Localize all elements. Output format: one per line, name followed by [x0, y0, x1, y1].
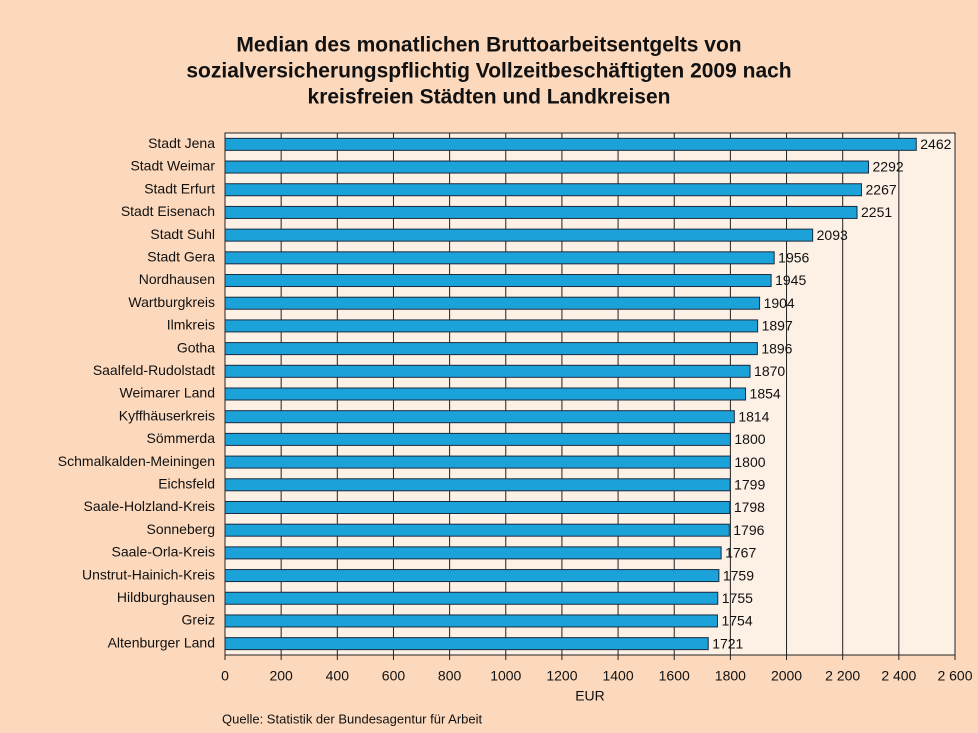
- data-label: 1767: [725, 545, 756, 561]
- y-tick-label: Greiz: [182, 612, 215, 628]
- data-label: 1956: [778, 250, 809, 266]
- bar: [224, 387, 747, 401]
- chart-title: Median des monatlichen Bruttoarbeitsentg…: [236, 34, 741, 57]
- x-tick-label: 1400: [602, 668, 633, 684]
- data-label: 1814: [738, 408, 769, 424]
- y-tick-label: Schmalkalden-Meiningen: [58, 453, 215, 469]
- data-label: 1754: [721, 613, 752, 629]
- y-tick-label: Eichsfeld: [158, 475, 215, 491]
- data-label: 1870: [754, 363, 785, 379]
- y-tick-label: Hildburghausen: [117, 589, 215, 605]
- y-tick-label: Stadt Erfurt: [144, 180, 215, 196]
- data-label: 1796: [733, 522, 764, 538]
- x-tick-label: 400: [326, 668, 350, 684]
- x-tick-label: 2000: [771, 668, 802, 684]
- y-tick-label: Unstrut-Hainich-Kreis: [82, 566, 215, 582]
- y-tick-label: Altenburger Land: [108, 634, 215, 650]
- bar: [224, 364, 751, 378]
- bar: [224, 500, 731, 514]
- bar: [224, 569, 720, 583]
- bar: [224, 546, 722, 560]
- data-label: 2251: [861, 204, 892, 220]
- bar: [224, 342, 758, 356]
- y-tick-label: Stadt Jena: [148, 135, 215, 151]
- x-tick-label: 1800: [715, 668, 746, 684]
- y-tick-label: Wartburgkreis: [128, 294, 215, 310]
- y-tick-label: Saale-Orla-Kreis: [112, 544, 215, 560]
- bar: [224, 432, 731, 446]
- data-label: 2462: [920, 136, 951, 152]
- x-tick-label: 0: [221, 668, 229, 684]
- bar: [224, 455, 731, 469]
- bar: [224, 296, 761, 310]
- data-label: 1759: [723, 567, 754, 583]
- x-tick-label: 1000: [490, 668, 521, 684]
- x-tick-label: 800: [438, 668, 462, 684]
- data-label: 1854: [750, 386, 781, 402]
- bar: [224, 251, 775, 265]
- source: Quelle: Statistik der Bundesagentur für …: [222, 711, 483, 726]
- y-tick-label: Gotha: [177, 339, 215, 355]
- x-tick-label: 2 600: [937, 668, 972, 684]
- y-tick-label: Ilmkreis: [167, 317, 215, 333]
- x-tick-label: 600: [382, 668, 406, 684]
- y-tick-label: Nordhausen: [139, 271, 215, 287]
- bar: [224, 183, 863, 197]
- data-label: 1721: [712, 635, 743, 651]
- data-label: 1800: [734, 454, 765, 470]
- chart-title: kreisfreien Städten und Landkreisen: [308, 86, 671, 109]
- data-label: 1799: [734, 476, 765, 492]
- data-label: 1800: [734, 431, 765, 447]
- data-label: 2093: [817, 227, 848, 243]
- y-tick-label: Saalfeld-Rudolstadt: [93, 362, 215, 378]
- x-tick-label: 1200: [546, 668, 577, 684]
- x-tick-label: 200: [269, 668, 293, 684]
- data-label: 1896: [761, 340, 792, 356]
- x-tick-label: 2 200: [825, 668, 860, 684]
- bar: [224, 205, 858, 219]
- x-tick-label: 1600: [659, 668, 690, 684]
- x-axis-label: EUR: [575, 688, 605, 704]
- y-tick-label: Stadt Gera: [147, 249, 215, 265]
- bar: [224, 614, 718, 628]
- bar: [224, 274, 772, 288]
- data-label: 1897: [762, 318, 793, 334]
- y-tick-label: Saale-Holzland-Kreis: [83, 498, 215, 514]
- y-tick-label: Sömmerda: [147, 430, 216, 446]
- chart-title: sozialversicherungspflichtig Vollzeitbes…: [186, 60, 791, 83]
- bar: [224, 160, 870, 174]
- bar: [224, 410, 735, 424]
- y-tick-label: Kyffhäuserkreis: [119, 407, 215, 423]
- y-tick-label: Weimarer Land: [120, 385, 215, 401]
- data-label: 1798: [734, 499, 765, 515]
- y-tick-label: Stadt Suhl: [150, 226, 215, 242]
- bar: [224, 637, 709, 651]
- bar: [224, 228, 814, 242]
- bar: [224, 591, 719, 605]
- bar: [224, 478, 731, 492]
- bar: [224, 523, 730, 537]
- data-label: 1755: [722, 590, 753, 606]
- y-tick-label: Stadt Eisenach: [121, 203, 215, 219]
- y-tick-label: Stadt Weimar: [130, 158, 215, 174]
- bar: [224, 319, 759, 333]
- data-label: 2267: [866, 181, 897, 197]
- x-tick-label: 2 400: [881, 668, 916, 684]
- data-label: 1904: [764, 295, 795, 311]
- bar: [224, 137, 917, 151]
- y-tick-label: Sonneberg: [146, 521, 215, 537]
- data-label: 2292: [873, 159, 904, 175]
- data-label: 1945: [775, 272, 806, 288]
